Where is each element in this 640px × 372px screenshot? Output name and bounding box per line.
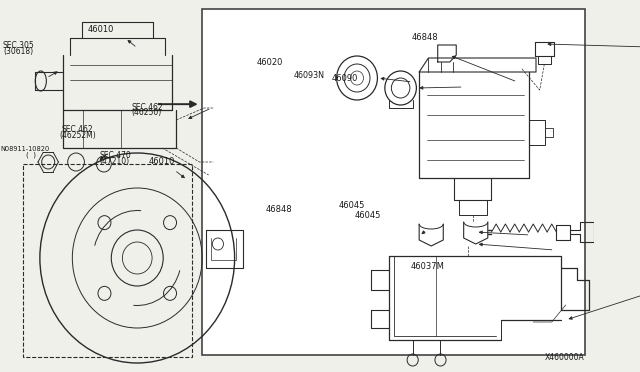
Text: SEC.470: SEC.470: [100, 151, 131, 160]
Bar: [22, 164, 192, 357]
Text: (  ): ( ): [26, 151, 36, 158]
Text: 46010: 46010: [148, 157, 175, 166]
Text: 46037M: 46037M: [411, 262, 445, 271]
Text: X460000A: X460000A: [545, 353, 584, 362]
Text: 46045: 46045: [355, 211, 381, 219]
Text: 46045: 46045: [339, 201, 365, 210]
Text: (46250): (46250): [132, 108, 162, 117]
Text: 46093N: 46093N: [294, 71, 324, 80]
Text: (46252M): (46252M): [60, 131, 96, 140]
Text: (30618): (30618): [3, 47, 33, 56]
Text: 46020: 46020: [257, 58, 283, 67]
Text: (47210): (47210): [100, 157, 130, 166]
Text: N08911-10820: N08911-10820: [0, 146, 49, 152]
Text: 46090: 46090: [331, 74, 358, 83]
Text: 46848: 46848: [266, 205, 292, 214]
Text: SEC.462: SEC.462: [61, 125, 93, 134]
Bar: [202, 9, 584, 355]
Text: 46848: 46848: [412, 33, 438, 42]
Text: SEC.462: SEC.462: [132, 103, 163, 112]
Text: SEC.305: SEC.305: [3, 41, 35, 50]
Text: 46010: 46010: [88, 25, 114, 34]
